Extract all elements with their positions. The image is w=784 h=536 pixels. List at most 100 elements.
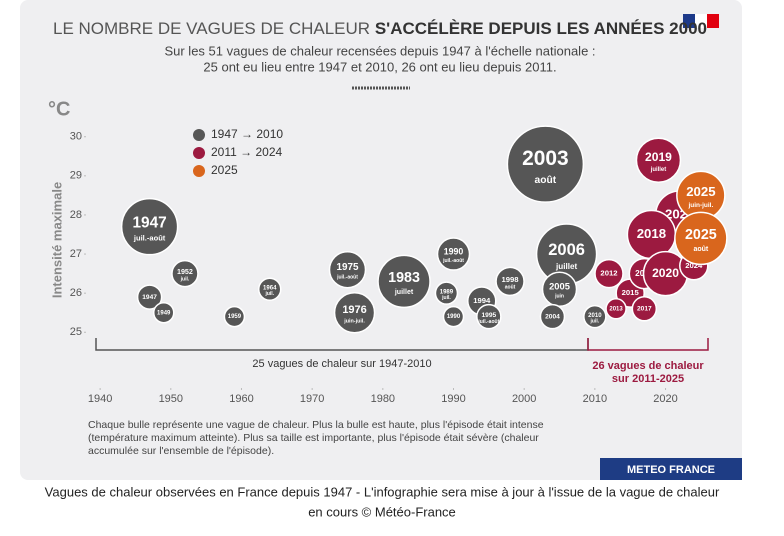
legend-marker [193, 165, 205, 177]
flag-white [695, 14, 707, 28]
x-tick-label: 1990 [441, 393, 465, 405]
bubble-year: 1952 [177, 268, 193, 276]
legend-marker [193, 147, 205, 159]
y-tick-label: 28 [70, 209, 82, 221]
annotation: 25 vagues de chaleur sur 1947-2010 [252, 358, 431, 370]
subtitle: Sur les 51 vagues de chaleur recensées d… [164, 43, 595, 58]
bubble-year: 2013 [609, 306, 623, 312]
bubble [594, 258, 624, 289]
bubble-year: 2006 [548, 241, 585, 259]
y-tick-label: 30 [70, 131, 82, 143]
bubble [152, 301, 175, 324]
legend-label: 2011 → 2024 [211, 145, 282, 159]
bubble-month: juillet [394, 289, 414, 296]
bubble [223, 305, 246, 328]
bubble-month: juil. [180, 276, 190, 282]
bubble-year: 2005 [549, 282, 570, 292]
bubble-year: 1947 [132, 214, 166, 231]
bubble [583, 304, 607, 329]
bubble-month: juin [554, 294, 564, 300]
x-tick-label: 1950 [159, 393, 183, 405]
bubble [436, 237, 471, 271]
bubble [120, 197, 179, 256]
x-tick-label: 1940 [88, 393, 112, 405]
bubble-month: juil. [264, 291, 274, 297]
bubble-year: 2019 [645, 150, 672, 164]
bubble-year: 1990 [447, 314, 461, 320]
bubble-month: juillet [650, 167, 667, 173]
x-tick-label: 1960 [229, 393, 253, 405]
y-label: Intensité maximale [49, 182, 64, 298]
bubble-year: 1998 [501, 275, 519, 284]
bubble-month: juin-juil. [343, 319, 365, 325]
bubble-month: août [535, 175, 557, 186]
bubble [434, 281, 459, 305]
bubble [377, 254, 431, 309]
bubble [328, 250, 367, 289]
note: Chaque bulle représente une vague de cha… [88, 419, 544, 431]
x-tick-label: 1980 [371, 393, 395, 405]
bubble-year: 2003 [522, 147, 568, 170]
bubble-year: 2017 [637, 306, 652, 313]
bubble-year: 2020 [652, 266, 679, 280]
bubble-month: juil.-août [133, 233, 166, 242]
bubble [333, 291, 376, 334]
title-emphasis: S'ACCÉLÈRE DEPUIS LES ANNÉES 2000 [375, 19, 707, 38]
bubble-year: 2015 [622, 288, 640, 297]
bubble-year: 1964 [263, 286, 277, 292]
bubble-month: août [505, 285, 516, 291]
bubble [605, 298, 627, 320]
y-tick-label: 29 [70, 170, 82, 182]
bubble [171, 259, 199, 288]
bubble-year: 1995 [482, 312, 497, 319]
x-tick-label: 2020 [653, 393, 677, 405]
bubble [258, 277, 282, 301]
y-unit: °C [48, 98, 70, 120]
bubble-year: 1989 [440, 289, 454, 295]
bubble-year: 1947 [142, 294, 157, 301]
bubble-month: juil.-août [336, 275, 358, 281]
bubble-month: juin-juil. [687, 202, 713, 209]
note: (température maximum atteinte). Plus sa … [88, 432, 539, 444]
x-tick-label: 1970 [300, 393, 324, 405]
note: accumulée sur l'ensemble de l'épisode). [88, 445, 274, 457]
title: LE NOMBRE DE VAGUES DE CHALEUR S'ACCÉLÈR… [53, 19, 707, 38]
bubble [674, 211, 728, 266]
bubble-year: 2018 [637, 226, 666, 241]
bubble-year: 2025 [685, 227, 717, 243]
flag-blue [683, 14, 695, 28]
card [20, 0, 742, 480]
bracket [587, 338, 709, 351]
bubble-year: 1959 [228, 314, 242, 320]
caption: en cours © Météo-France [308, 504, 456, 519]
bubble-month: juil. [590, 319, 600, 325]
bubble [506, 125, 585, 203]
bubble-month: août [693, 246, 708, 253]
y-tick-label: 25 [70, 326, 82, 338]
caption: Vagues de chaleur observées en France de… [45, 484, 720, 499]
bubble-month: juil.-août [442, 258, 464, 264]
bubble [476, 303, 502, 330]
bubble [631, 296, 658, 322]
bubble-month: juil. [441, 295, 451, 301]
bubble [635, 137, 682, 183]
y-tick-label: 26 [70, 287, 82, 299]
bubble [136, 284, 163, 310]
bubble-year: 1949 [157, 310, 171, 316]
x-tick-label: 2010 [583, 393, 607, 405]
bubble-month: juillet [555, 262, 577, 271]
logo: METEO FRANCE [627, 464, 715, 476]
bubble [442, 305, 465, 328]
bubble-month: juil.-août [477, 319, 499, 325]
bubble-year: 1976 [342, 304, 366, 316]
bubble-year: 1994 [473, 296, 491, 305]
bubble-year: 2025 [686, 184, 715, 199]
logo-box [600, 458, 742, 480]
bubble-year: 2010 [588, 313, 602, 319]
legend-label: 2025 [211, 163, 238, 177]
bubble [495, 266, 525, 297]
y-tick-label: 27 [70, 248, 82, 260]
bubble-year: 2004 [545, 313, 560, 320]
